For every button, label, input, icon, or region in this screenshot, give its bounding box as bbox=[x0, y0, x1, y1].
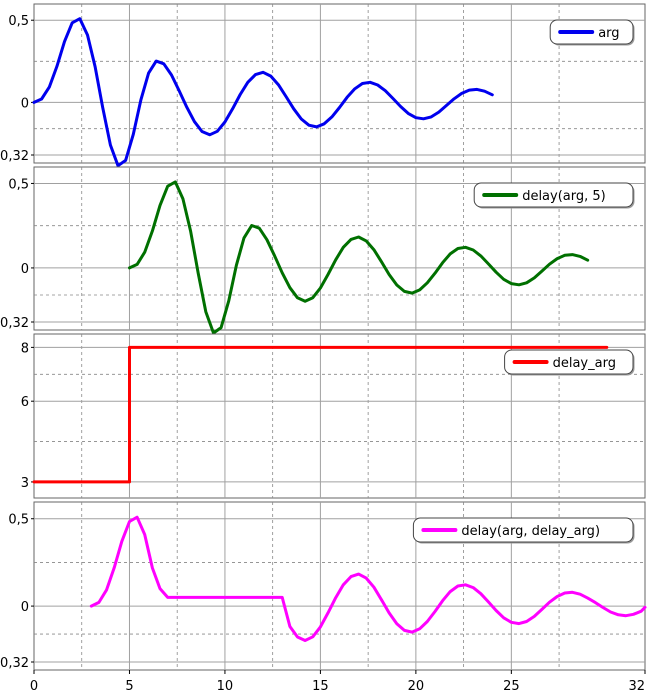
series-line-delay-arg-5- bbox=[128, 180, 590, 335]
legend-label: delay_arg bbox=[553, 356, 616, 371]
x-tick-label: 10 bbox=[217, 679, 234, 694]
y-tick-label: 0 bbox=[21, 96, 29, 111]
x-tick-label: 15 bbox=[312, 679, 329, 694]
y-tick-label: 0,5 bbox=[8, 513, 29, 528]
y-tick-label: 0,5 bbox=[8, 14, 29, 29]
panel-frame bbox=[33, 3, 646, 164]
y-tick-label: -0,32 bbox=[0, 656, 29, 671]
legend-label: delay(arg, 5) bbox=[522, 189, 606, 204]
legend-label: delay(arg, delay_arg) bbox=[461, 524, 600, 539]
legend-box bbox=[473, 182, 634, 208]
legend: arg bbox=[549, 19, 635, 46]
y-tick-label: 0 bbox=[21, 600, 29, 615]
x-tick-label: 5 bbox=[125, 679, 133, 694]
legend-label: arg bbox=[598, 26, 619, 41]
y-tick-label: 8 bbox=[21, 341, 29, 356]
legend-box bbox=[412, 517, 634, 543]
legend: delay(arg, 5) bbox=[473, 182, 635, 209]
x-tick-label: 20 bbox=[408, 679, 425, 694]
y-tick-label: -0,32 bbox=[0, 149, 29, 164]
panel-3: 8 6 3 delay_arg bbox=[21, 333, 646, 499]
legend: delay_arg bbox=[504, 349, 635, 376]
y-tick-label: 0 bbox=[21, 262, 29, 277]
legend: delay(arg, delay_arg) bbox=[412, 517, 635, 544]
y-tick-label: 0,5 bbox=[8, 177, 29, 192]
panel-2: 0,5 0 -0,32 delay(arg, 5) bbox=[0, 166, 646, 335]
x-tick-label: 25 bbox=[503, 679, 520, 694]
series-line-delay-arg-delay-arg- bbox=[89, 515, 647, 642]
y-tick-label: 3 bbox=[21, 476, 29, 491]
x-tick-label: 32 bbox=[628, 679, 645, 694]
series-line-arg bbox=[32, 17, 494, 168]
y-tick-label: -0,32 bbox=[0, 316, 29, 331]
series-line-delay-arg bbox=[32, 345, 609, 484]
legend-box bbox=[504, 349, 634, 375]
y-tick-label: 6 bbox=[21, 395, 29, 410]
x-tick-label: 0 bbox=[30, 679, 38, 694]
panel-1: 0,5 0 -0,32 arg bbox=[0, 3, 646, 168]
